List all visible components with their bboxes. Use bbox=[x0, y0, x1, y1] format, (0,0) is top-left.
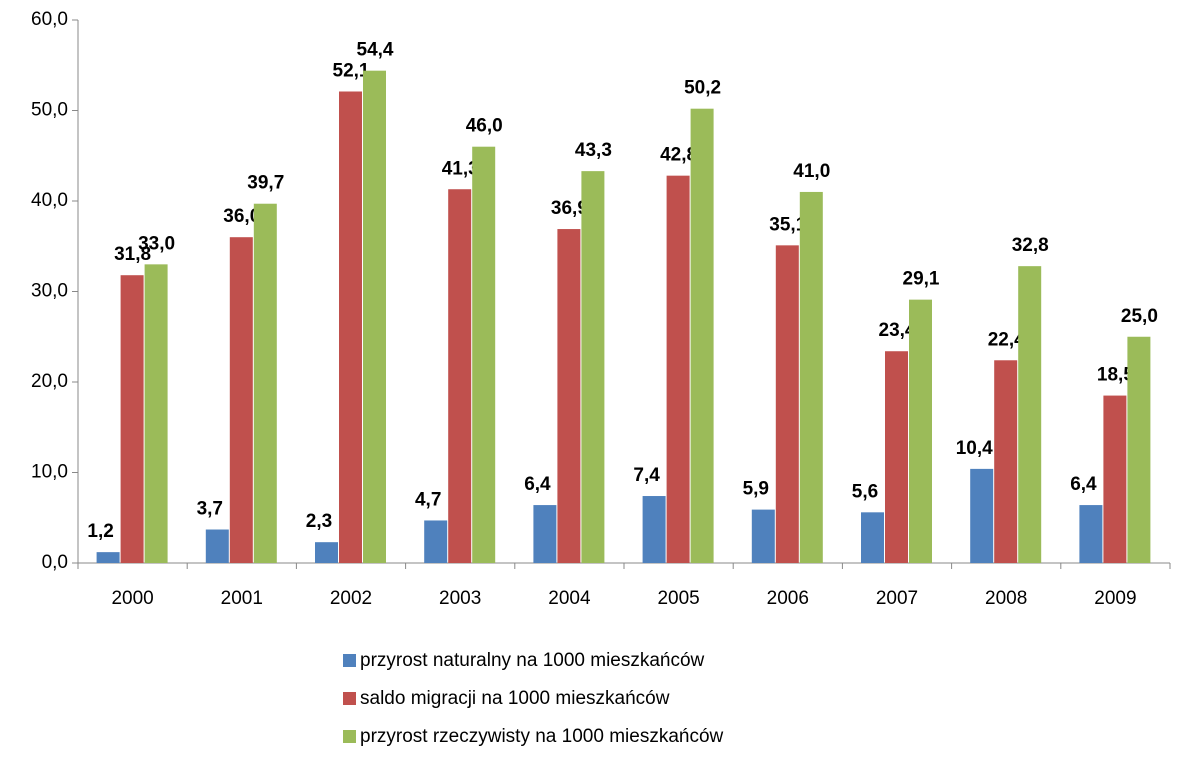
value-label: 52,1 bbox=[333, 61, 370, 82]
bar bbox=[994, 360, 1018, 563]
value-label: 5,9 bbox=[743, 479, 769, 500]
y-tick-label: 30,0 bbox=[31, 281, 68, 302]
x-tick-label: 2007 bbox=[876, 588, 918, 609]
x-tick-label: 2008 bbox=[985, 588, 1027, 609]
value-label: 5,6 bbox=[852, 481, 878, 502]
value-label: 36,0 bbox=[223, 206, 260, 227]
value-label: 43,3 bbox=[575, 140, 612, 161]
value-label: 3,7 bbox=[197, 499, 223, 520]
value-label: 46,0 bbox=[466, 116, 503, 137]
bar bbox=[424, 520, 448, 563]
legend-label: przyrost rzeczywisty na 1000 mieszkańców bbox=[360, 726, 724, 747]
bar bbox=[642, 496, 666, 563]
bar bbox=[690, 108, 714, 563]
bar bbox=[557, 229, 581, 563]
value-label: 31,8 bbox=[114, 244, 151, 265]
x-tick-label: 2003 bbox=[439, 588, 481, 609]
bar bbox=[970, 468, 994, 563]
bar bbox=[909, 299, 932, 563]
x-tick-label: 2000 bbox=[111, 588, 153, 609]
value-label: 4,7 bbox=[415, 489, 441, 510]
bar bbox=[144, 264, 168, 563]
x-tick-label: 2002 bbox=[330, 588, 372, 609]
value-label: 10,4 bbox=[956, 438, 993, 459]
value-label: 42,8 bbox=[660, 145, 697, 166]
legend-swatch bbox=[343, 692, 356, 705]
bar bbox=[339, 91, 362, 564]
bar bbox=[885, 351, 908, 563]
bar bbox=[253, 203, 277, 563]
x-tick-label: 2005 bbox=[657, 588, 699, 609]
legend-label: przyrost naturalny na 1000 mieszkańców bbox=[360, 650, 705, 671]
value-label: 25,0 bbox=[1121, 306, 1158, 327]
y-tick-label: 10,0 bbox=[31, 462, 68, 483]
value-label: 32,8 bbox=[1012, 235, 1049, 256]
value-label: 39,7 bbox=[247, 173, 284, 194]
legend-swatch bbox=[343, 730, 356, 743]
bar bbox=[533, 505, 557, 563]
x-tick-label: 2004 bbox=[548, 588, 591, 609]
value-label: 23,4 bbox=[879, 320, 916, 341]
bar bbox=[448, 189, 472, 564]
bar bbox=[229, 237, 253, 563]
bar bbox=[363, 70, 386, 564]
value-label: 41,3 bbox=[442, 158, 479, 179]
bar bbox=[1079, 505, 1103, 563]
y-tick-label: 40,0 bbox=[31, 190, 68, 211]
value-label: 22,4 bbox=[988, 329, 1025, 350]
bar bbox=[315, 542, 338, 563]
y-tick-label: 20,0 bbox=[31, 371, 68, 392]
bar bbox=[666, 175, 690, 563]
value-label: 18,5 bbox=[1097, 365, 1134, 386]
legend-swatch bbox=[343, 654, 356, 667]
value-label: 6,4 bbox=[1070, 474, 1097, 495]
value-label: 36,9 bbox=[551, 198, 588, 219]
y-tick-label: 60,0 bbox=[31, 9, 68, 30]
bar bbox=[581, 171, 605, 563]
bar bbox=[799, 191, 823, 563]
y-tick-label: 0,0 bbox=[42, 552, 68, 573]
value-label: 50,2 bbox=[684, 78, 721, 99]
value-label: 33,0 bbox=[138, 233, 175, 254]
bar bbox=[861, 512, 884, 563]
x-tick-label: 2001 bbox=[221, 588, 263, 609]
bar bbox=[205, 529, 229, 563]
value-label: 41,0 bbox=[793, 161, 830, 182]
bar bbox=[96, 552, 120, 563]
x-tick-label: 2006 bbox=[767, 588, 809, 609]
bar bbox=[775, 245, 799, 563]
value-label: 35,1 bbox=[769, 214, 806, 235]
bar bbox=[1127, 336, 1151, 563]
bar bbox=[1018, 266, 1042, 563]
value-label: 1,2 bbox=[87, 521, 113, 542]
bar bbox=[1103, 395, 1127, 563]
bar bbox=[120, 275, 144, 563]
value-label: 7,4 bbox=[633, 465, 660, 486]
bar bbox=[472, 146, 496, 563]
y-tick-label: 50,0 bbox=[31, 100, 68, 121]
legend-label: saldo migracji na 1000 mieszkańców bbox=[360, 688, 670, 709]
value-label: 54,4 bbox=[357, 40, 394, 61]
bar bbox=[751, 509, 775, 563]
x-tick-label: 2009 bbox=[1094, 588, 1136, 609]
value-label: 2,3 bbox=[306, 511, 332, 532]
value-label: 29,1 bbox=[903, 269, 940, 290]
value-label: 6,4 bbox=[524, 474, 551, 495]
